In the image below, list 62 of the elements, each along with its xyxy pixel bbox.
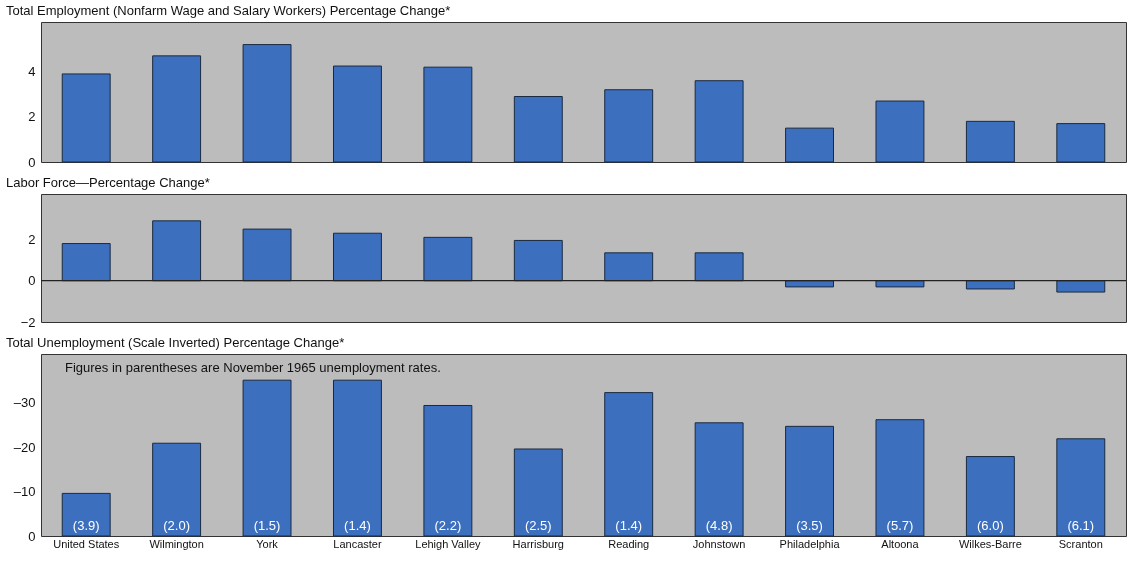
bar [965, 280, 1015, 290]
y-tick-label: –20 [13, 439, 36, 455]
bar [152, 55, 202, 163]
y-tick-label: −2 [20, 314, 36, 330]
x-tick-label: Wilkes-Barre [958, 537, 1022, 550]
chart-title: Total Unemployment (Scale Inverted) Percentage Change* [6, 335, 345, 350]
bar [875, 100, 925, 163]
y-tick-label: 2 [28, 231, 36, 247]
bar [61, 73, 111, 163]
bar [875, 280, 925, 288]
x-tick-label: Lancaster [333, 537, 382, 550]
x-tick-label: Altoona [881, 537, 920, 550]
bar [785, 127, 834, 163]
chart-title: Total Employment (Nonfarm Wage and Salary Workers) Percentage Change* [6, 3, 451, 18]
bar [333, 65, 382, 163]
annotation: (3.9) [72, 518, 100, 533]
annotation: (3.5) [796, 518, 823, 533]
bar [242, 228, 292, 282]
annotation: (1.4) [344, 518, 371, 533]
bar [1056, 280, 1106, 293]
y-tick-label: 2 [28, 109, 36, 125]
annotation: Figures in parentheses are November 1965 unemployment rates. [65, 360, 441, 375]
annotation: (2.0) [163, 518, 190, 533]
x-tick-label: United States [53, 537, 120, 550]
x-tick-label: Reading [608, 537, 650, 550]
bar [333, 232, 382, 282]
x-tick-label: Philadelphia [779, 537, 841, 550]
x-tick-label: Scranton [1058, 537, 1103, 550]
annotation: (1.4) [615, 518, 643, 533]
bar [513, 96, 563, 163]
x-tick-label: Harrisburg [512, 537, 564, 550]
bar [242, 44, 292, 163]
annotation: (2.2) [434, 518, 462, 533]
annotation: (5.7) [886, 518, 914, 533]
y-tick-label: –10 [13, 484, 36, 500]
y-tick-label: 0 [28, 273, 36, 289]
bar [423, 66, 473, 163]
bar [1056, 123, 1106, 163]
bar [61, 243, 111, 282]
annotation: (4.8) [705, 518, 733, 533]
x-tick-label: Lehigh Valley [415, 537, 481, 550]
annotation: (6.0) [977, 518, 1004, 533]
annotation: (1.5) [253, 518, 281, 533]
y-tick-label: 0 [28, 528, 36, 544]
bar [785, 280, 834, 288]
y-tick-label: –30 [13, 395, 36, 411]
bar [965, 120, 1015, 163]
x-tick-label: Johnstown [692, 537, 746, 550]
x-tick-label: Wilmington [149, 537, 204, 550]
x-tick-label: York [256, 537, 279, 550]
chart-title: Labor Force—Percentage Change* [6, 175, 210, 190]
annotation: (2.5) [524, 518, 552, 533]
y-tick-label: 4 [28, 64, 36, 80]
bar [694, 252, 744, 282]
y-tick-label: 0 [28, 154, 36, 170]
bar [152, 220, 202, 282]
bar [604, 89, 654, 163]
bar [423, 236, 473, 282]
bar [694, 80, 744, 163]
annotation: (6.1) [1067, 518, 1095, 533]
bar [513, 239, 563, 282]
bar [604, 252, 654, 282]
